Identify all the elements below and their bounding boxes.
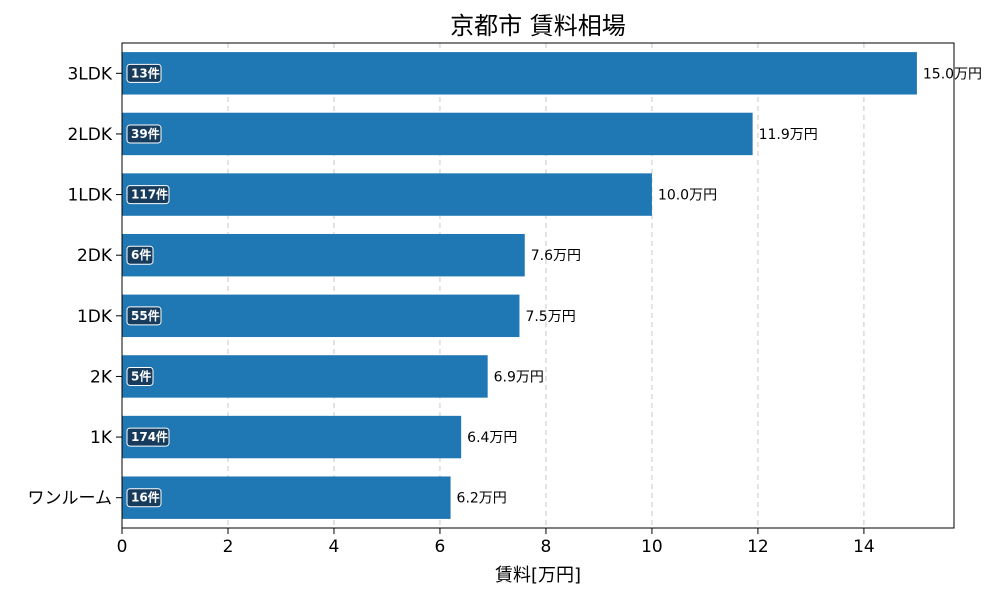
count-badge (126, 63, 162, 83)
x-tick-label: 4 (329, 537, 340, 557)
x-tick-label: 12 (747, 537, 769, 557)
x-axis-label: 賃料[万円] (495, 565, 581, 586)
x-tick-label: 14 (853, 537, 875, 557)
x-tick-label: 10 (641, 537, 663, 557)
value-label: 6.4万円 (467, 430, 517, 446)
x-tick-label: 2 (223, 537, 234, 557)
bar (122, 52, 917, 95)
count-label: 39件 (131, 126, 160, 141)
value-label: 6.9万円 (494, 369, 544, 385)
y-tick-label: 1LDK (67, 186, 112, 206)
x-tick-label: 8 (541, 537, 552, 557)
bar (122, 476, 451, 519)
count-badge (126, 488, 162, 508)
chart-title: 京都市 賃料相場 (450, 12, 626, 40)
value-label: 15.0万円 (923, 66, 982, 82)
bar (122, 355, 488, 398)
value-label: 10.0万円 (658, 188, 717, 204)
count-label: 5件 (131, 368, 151, 383)
bar (122, 233, 525, 277)
value-label: 7.5万円 (525, 309, 575, 325)
bar (122, 173, 652, 216)
value-label: 7.6万円 (531, 248, 581, 264)
bar (122, 415, 462, 459)
count-badge (126, 427, 170, 447)
value-label: 6.2万円 (457, 491, 507, 507)
x-axis-ticks: 0 2 4 6 8 10 12 14 (117, 528, 875, 557)
count-label: 13件 (131, 65, 160, 80)
bars: 15.0万円 13件 11.9万円 39件 10.0万円 117件 7.6万円 6件 7.5万円… (122, 52, 982, 519)
y-tick-label: 1DK (77, 307, 113, 327)
y-tick-label: 2DK (77, 246, 113, 266)
bar (122, 112, 753, 156)
bar (122, 294, 520, 338)
count-badge (126, 124, 162, 144)
x-tick-label: 0 (117, 537, 128, 557)
count-label: 16件 (131, 490, 160, 505)
y-tick-label: 2LDK (67, 125, 112, 145)
count-badge (126, 366, 154, 386)
count-label: 6件 (131, 247, 151, 262)
count-badge (126, 185, 170, 205)
plot-frame (121, 42, 955, 529)
y-axis-ticks: 3LDK 2LDK 1LDK 2DK 1DK 2K 1K ワンルーム (28, 64, 122, 509)
y-tick-label: ワンルーム (28, 489, 113, 509)
count-badge (126, 245, 154, 265)
count-label: 55件 (131, 308, 160, 323)
count-label: 174件 (131, 429, 168, 444)
count-badge (126, 306, 162, 326)
value-label: 11.9万円 (759, 127, 818, 143)
y-tick-label: 1K (90, 428, 113, 448)
x-tick-label: 6 (435, 537, 446, 557)
count-label: 117件 (131, 187, 168, 202)
y-tick-label: 2K (90, 367, 113, 387)
y-tick-label: 3LDK (67, 64, 112, 84)
